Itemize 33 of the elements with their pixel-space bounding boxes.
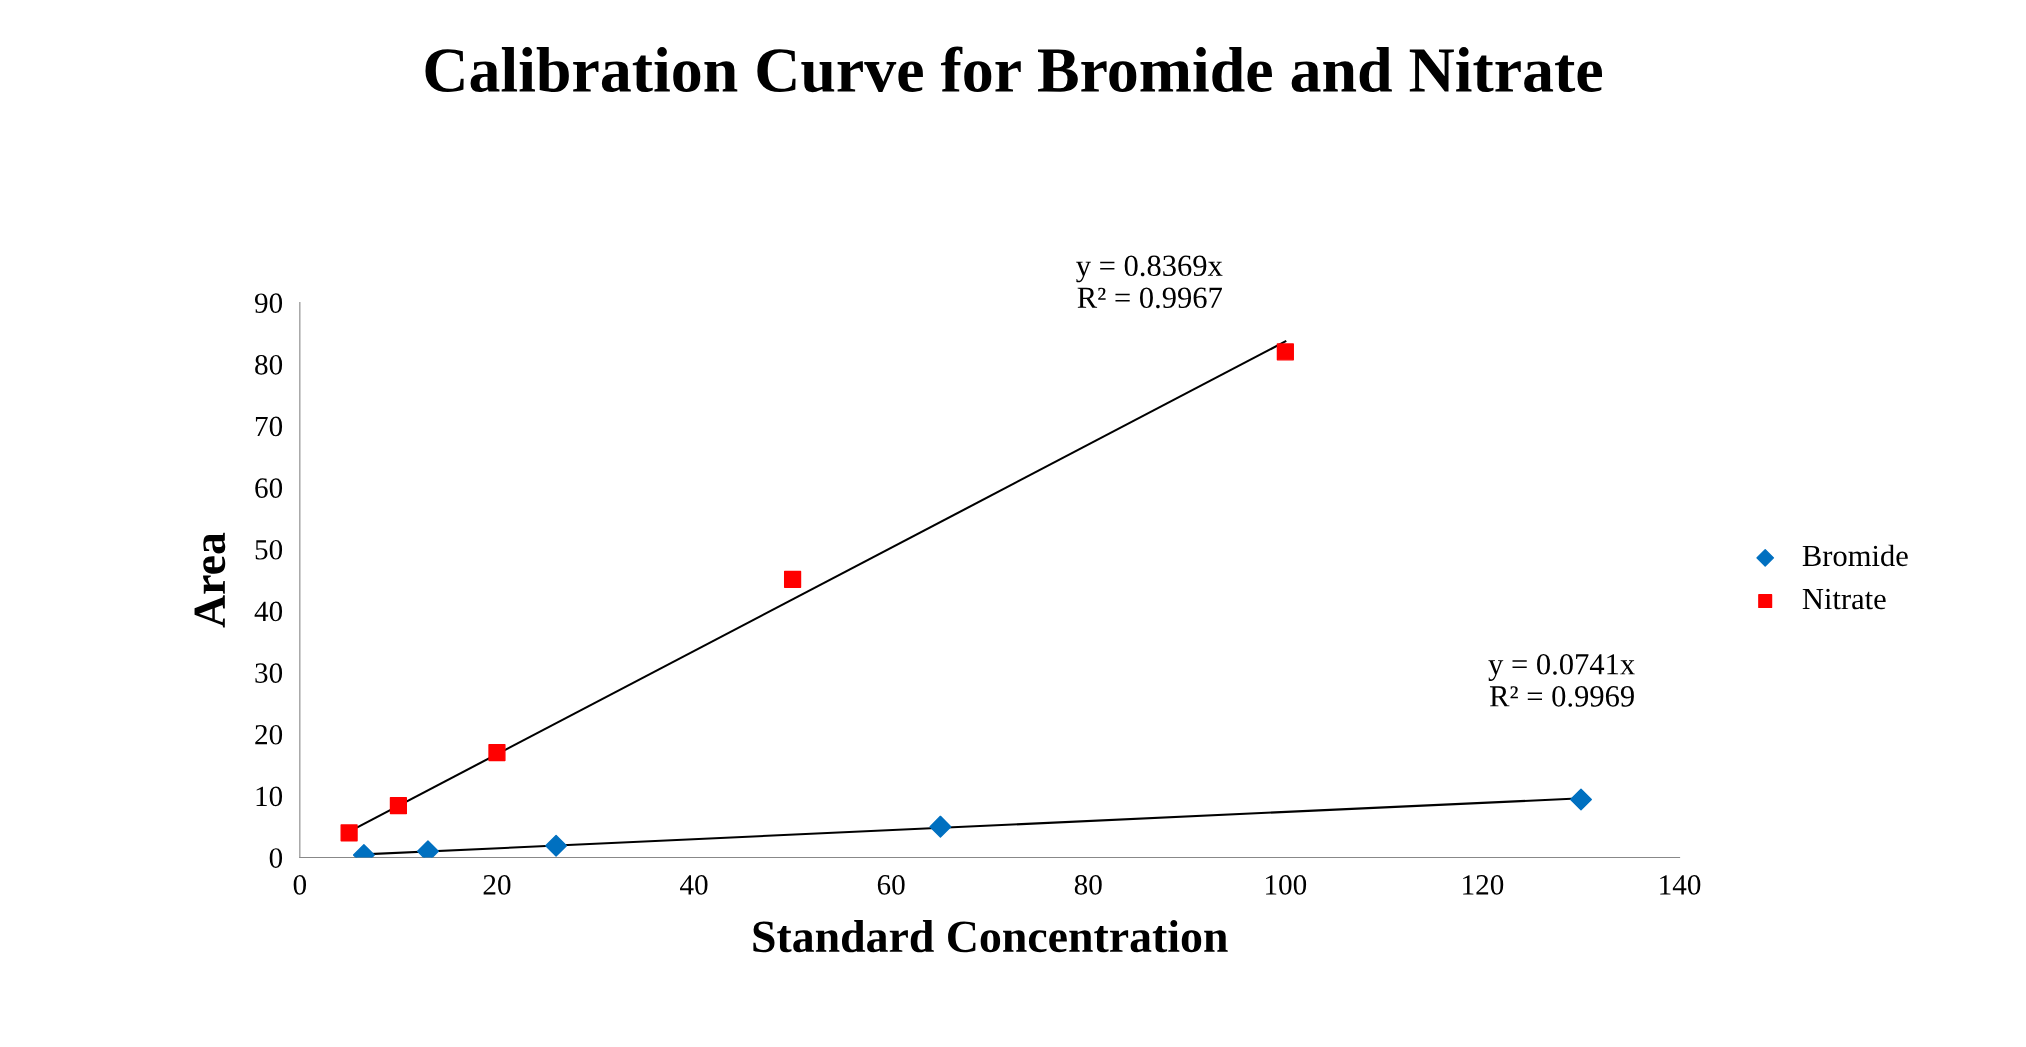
- y-tick-label: 10: [256, 786, 283, 807]
- x-axis-title: Standard Concentration: [753, 920, 1228, 953]
- point: [929, 815, 952, 838]
- x-tick-label: 40: [680, 875, 708, 895]
- point: [389, 797, 408, 815]
- x-tick-label: 0: [293, 875, 307, 895]
- x-tick-label: 120: [1463, 875, 1504, 895]
- chart-title: Calibration Curve for Bromide and Nitrate: [425, 46, 1603, 93]
- x-tick-label: 80: [1074, 875, 1102, 895]
- y-tick-label: 70: [255, 416, 283, 437]
- y-tick-label: 40: [254, 601, 283, 622]
- y-tick-label: 60: [255, 478, 283, 498]
- y-axis-title: Area: [194, 532, 226, 628]
- point: [488, 744, 506, 762]
- point: [545, 834, 568, 857]
- x-tick-label: 140: [1660, 875, 1701, 895]
- legend-label: Nitrate: [1802, 588, 1886, 610]
- x-tick-label: 100: [1266, 875, 1307, 895]
- y-tick-label: 20: [255, 724, 283, 745]
- annotation: y = 0.8369x R² = 0.9967: [1076, 255, 1223, 309]
- y-tick-label: 30: [255, 663, 283, 683]
- legend-label: Bromide: [1802, 544, 1908, 567]
- point: [783, 570, 802, 589]
- point: [1570, 788, 1592, 811]
- x-tick-label: 20: [483, 875, 511, 895]
- y-tick-label: 80: [255, 354, 283, 375]
- y-tick-label: 90: [254, 293, 283, 313]
- point: [1276, 343, 1294, 361]
- y-tick-label: 0: [269, 848, 283, 868]
- x-tick-label: 60: [877, 875, 905, 895]
- y-tick-label: 50: [255, 539, 283, 560]
- annotation: y = 0.0741x R² = 0.9969: [1488, 653, 1635, 707]
- point: [340, 824, 358, 842]
